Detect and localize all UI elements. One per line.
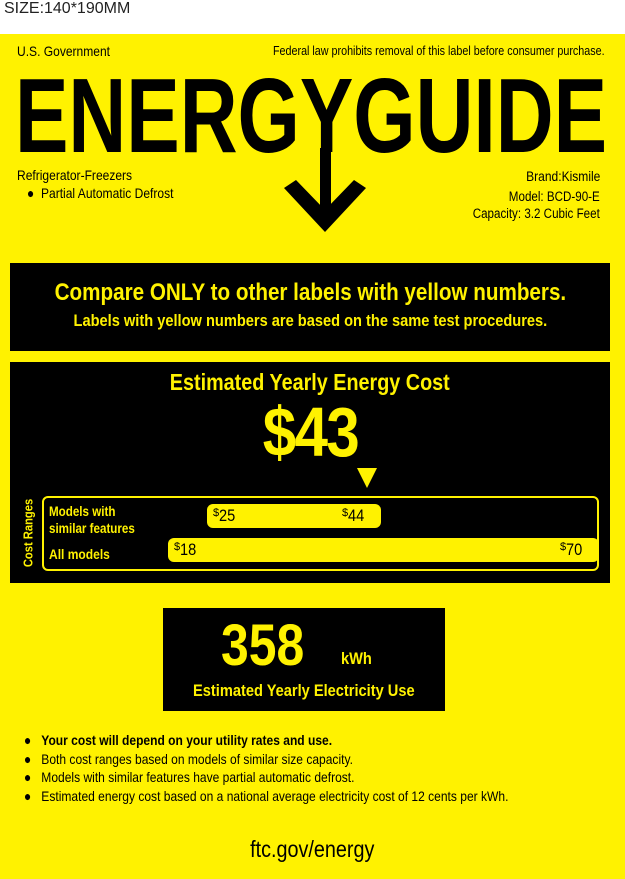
notes-list: ● Your cost will depend on your utility …: [24, 731, 587, 806]
size-note: SIZE:140*190MM: [4, 0, 131, 17]
compare-box: Compare ONLY to other labels with yellow…: [10, 263, 610, 351]
note-item: ● Models with similar features have part…: [24, 769, 355, 786]
note-item: ● Both cost ranges based on models of si…: [24, 750, 353, 767]
kwh-value: 358: [221, 613, 305, 678]
compare-line-1: Compare ONLY to other labels with yellow…: [54, 279, 566, 306]
cost-ranges-label: Cost Ranges: [20, 498, 36, 568]
energy-cost-box: Estimated Yearly Energy Cost $43 Cost Ra…: [10, 362, 610, 583]
ftc-link[interactable]: ftc.gov/energy: [250, 836, 375, 862]
energyguide-logo: ENERGYGUIDE: [15, 60, 607, 232]
electricity-box: 358 kWh Estimated Yearly Electricity Use: [163, 608, 445, 711]
similar-models-bar: $25 $44: [207, 504, 381, 528]
down-arrow-icon: [284, 148, 366, 232]
product-type: Refrigerator-Freezers: [17, 167, 133, 183]
cost-title: Estimated Yearly Energy Cost: [170, 369, 450, 395]
us-government: U.S. Government: [17, 43, 111, 59]
brand: Brand:Kismile: [525, 168, 600, 184]
all-models-label: All models: [49, 546, 110, 562]
federal-law-notice: Federal law prohibits removal of this la…: [273, 44, 605, 58]
similar-models-label: Models with similar features: [49, 504, 135, 536]
cost-ranges-box: Models with similar features All models $…: [42, 496, 599, 571]
note-item: ● Estimated energy cost based on a natio…: [24, 788, 509, 805]
cost-value: $43: [262, 393, 359, 471]
kwh-unit: kWh: [341, 649, 372, 668]
all-models-bar: $18 $70: [168, 538, 599, 562]
cost-pointer-icon: [357, 468, 377, 488]
compare-line-2: Labels with yellow numbers are based on …: [73, 311, 547, 330]
electricity-label: Estimated Yearly Electricity Use: [193, 681, 415, 700]
capacity: Capacity: 3.2 Cubic Feet: [472, 206, 600, 221]
note-item: ● Your cost will depend on your utility …: [24, 732, 333, 748]
energyguide-title: ENERGYGUIDE: [15, 60, 607, 175]
model: Model: BCD-90-E: [509, 189, 600, 204]
product-feature: ● Partial Automatic Defrost: [27, 185, 174, 201]
